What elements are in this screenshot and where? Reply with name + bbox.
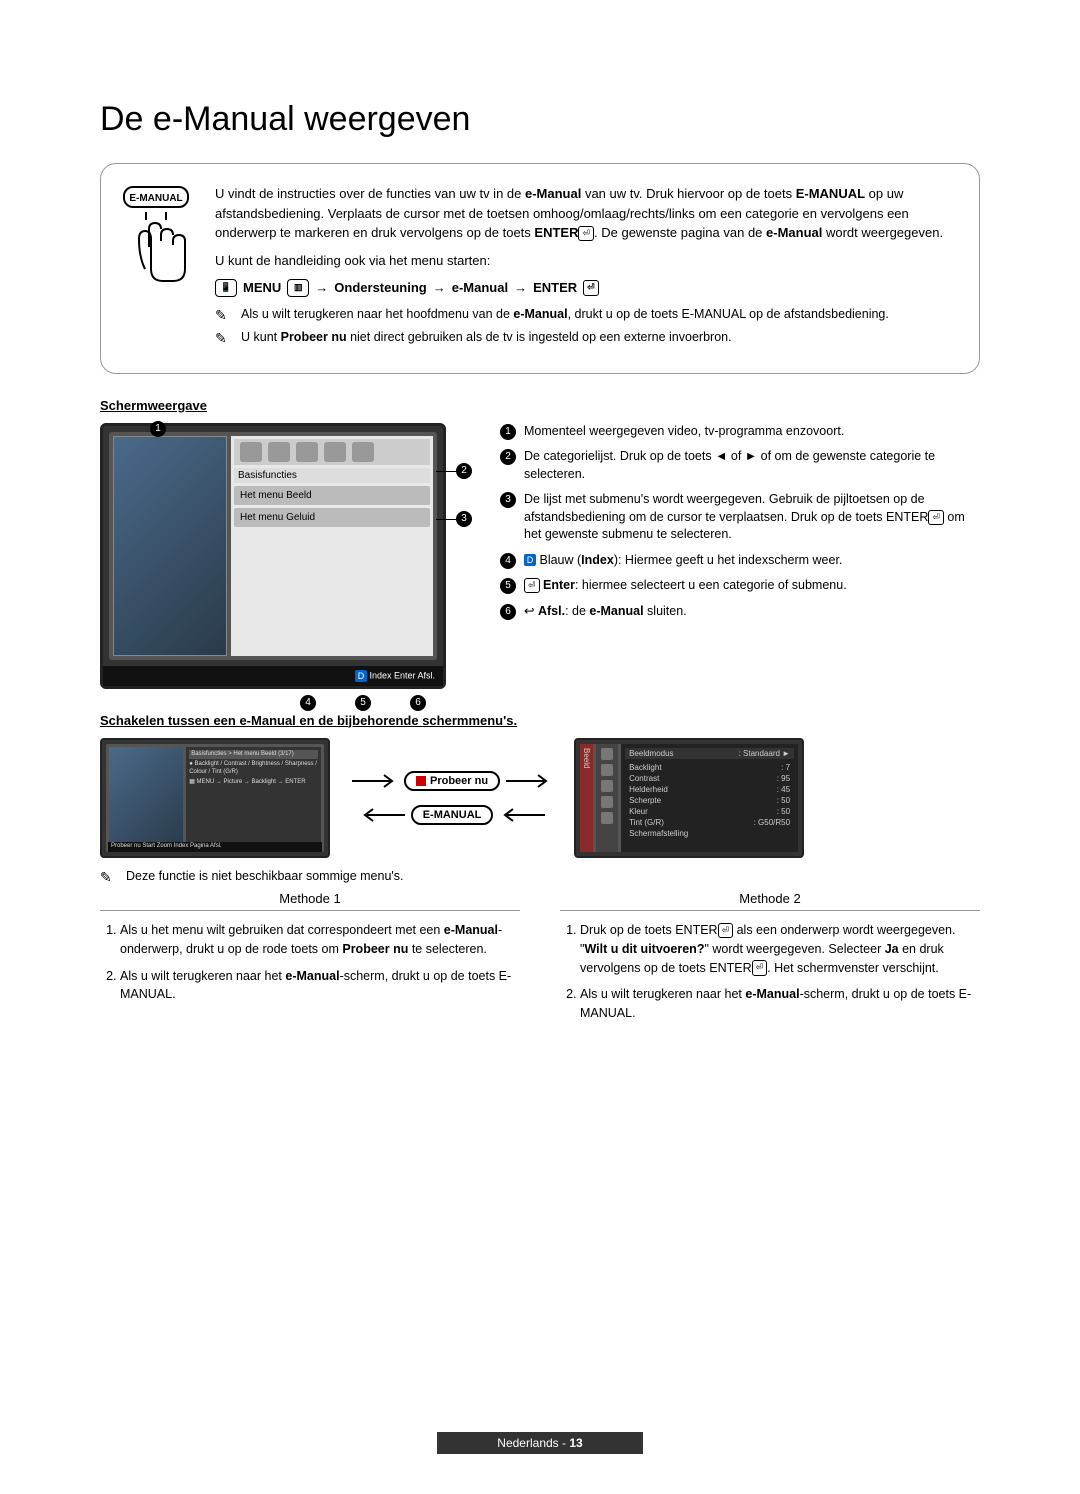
tv-video-area [113, 436, 227, 656]
callout-6: 6 [410, 695, 426, 711]
settings-row: Tint (G/R): G50/R50 [625, 817, 794, 828]
settings-row: Schermafstelling [625, 828, 794, 839]
enter-icon: ⏎ [524, 578, 540, 593]
enter-icon: ⏎ [583, 280, 599, 296]
callout-4: 4 [300, 695, 316, 711]
blue-key-icon: D [355, 670, 367, 682]
settings-row: Kleur: 50 [625, 806, 794, 817]
menu-icon: ▥ [287, 279, 309, 297]
switching-note: Deze functie is niet beschikbaar sommige… [100, 868, 980, 886]
enter-icon: ⏎ [752, 960, 768, 976]
settings-row: Backlight: 7 [625, 762, 794, 773]
intro-box: E-MANUAL U vindt de instructies over de … [100, 163, 980, 374]
settings-tab: Beeld [580, 744, 593, 852]
category-label: Basisfuncties [234, 468, 430, 483]
page-footer: Nederlands - 13 [0, 1432, 1080, 1454]
settings-row: Contrast: 95 [625, 773, 794, 784]
mini-screen-settings: Beeld Beeldmodus: Standaard ► Backlight:… [574, 738, 804, 858]
callout-3: 3 [456, 511, 472, 527]
method-1-steps: Als u het menu wilt gebruiken dat corres… [100, 921, 520, 1004]
arrow-forward: Probeer nu [350, 771, 554, 791]
switching-diagram: Basisfuncties > Het menu Beeld (3/17) ● … [100, 738, 980, 858]
menu-path: 📱 MENU ▥ → Ondersteuning → e-Manual → EN… [215, 278, 949, 298]
svg-text:E-MANUAL: E-MANUAL [129, 193, 182, 204]
settings-list: Beeldmodus: Standaard ► Backlight: 7Cont… [621, 744, 798, 852]
red-key-icon [416, 776, 426, 786]
tv-diagram: Basisfuncties Het menu Beeld Het menu Ge… [100, 423, 470, 689]
mini-screen-emanual: Basisfuncties > Het menu Beeld (3/17) ● … [100, 738, 330, 858]
callout-2: 2 [456, 463, 472, 479]
submenu-item: Het menu Geluid [234, 508, 430, 527]
legend-text: ↩ Afsl.: de e-Manual sluiten. [524, 603, 687, 621]
method-1-title: Methode 1 [100, 891, 520, 911]
method-2-steps: Druk op de toets ENTER⏎ als een onderwer… [560, 921, 980, 1023]
intro-paragraph-2: U kunt de handleiding ook via het menu s… [215, 251, 949, 271]
section-schermweergave: Schermweergave [100, 398, 980, 413]
enter-icon: ⏎ [578, 226, 594, 242]
tv-bottom-bar: D Index Enter Afsl. [103, 666, 443, 686]
category-bar [234, 439, 430, 465]
legend-text: Momenteel weergegeven video, tv-programm… [524, 423, 844, 441]
submenu-item: Het menu Beeld [234, 486, 430, 505]
note-1: Als u wilt terugkeren naar het hoofdmenu… [215, 306, 949, 324]
return-icon: ↩ [524, 604, 534, 618]
settings-row: Scherpte: 50 [625, 795, 794, 806]
page-title: De e-Manual weergeven [100, 100, 980, 139]
legend: 1Momenteel weergegeven video, tv-program… [500, 423, 980, 689]
method-2-title: Methode 2 [560, 891, 980, 911]
callout-1: 1 [150, 421, 166, 437]
emanual-button-icon: E-MANUAL [121, 184, 191, 304]
legend-text: De categorielijst. Druk op de toets ◄ of… [524, 448, 980, 483]
legend-text: ⏎ Enter: hiermee selecteert u een catego… [524, 577, 847, 595]
legend-text: De lijst met submenu's wordt weergegeven… [524, 491, 980, 544]
enter-icon: ⏎ [718, 923, 734, 939]
section-switching: Schakelen tussen een e-Manual en de bijb… [100, 713, 980, 728]
settings-row: Helderheid: 45 [625, 784, 794, 795]
arrow-back: E-MANUAL [357, 805, 548, 825]
remote-icon: 📱 [215, 279, 237, 297]
blue-key-icon: D [524, 554, 536, 566]
legend-text: D Blauw (Index): Hiermee geeft u het ind… [524, 552, 842, 570]
intro-paragraph-1: U vindt de instructies over de functies … [215, 184, 949, 243]
note-2: U kunt Probeer nu niet direct gebruiken … [215, 329, 949, 347]
callout-5: 5 [355, 695, 371, 711]
